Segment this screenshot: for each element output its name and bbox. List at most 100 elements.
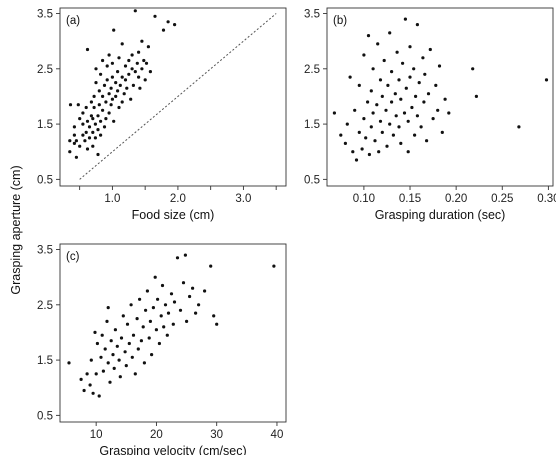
- data-point-a-58: [112, 119, 116, 123]
- data-point-a-13: [81, 111, 85, 115]
- data-point-a-32: [94, 67, 98, 71]
- data-point-a-34: [96, 128, 100, 132]
- panel-label-b: (b): [333, 15, 347, 27]
- data-point-b-54: [412, 67, 416, 71]
- data-point-b-56: [414, 94, 418, 98]
- data-point-c-26: [119, 336, 124, 340]
- data-point-b-68: [434, 83, 438, 87]
- data-point-c-66: [188, 294, 192, 299]
- data-point-c-74: [272, 264, 276, 268]
- data-point-a-33: [96, 152, 100, 157]
- data-point-a-90: [144, 61, 149, 65]
- data-point-c-35: [133, 372, 137, 376]
- data-point-a-2: [68, 103, 73, 107]
- data-point-b-29: [382, 58, 386, 63]
- data-point-a-64: [117, 105, 121, 110]
- data-point-a-54: [109, 86, 113, 90]
- data-point-c-73: [215, 322, 219, 326]
- data-point-c-62: [178, 308, 183, 312]
- data-point-a-44: [102, 125, 107, 129]
- x-tick-label-b-2: 0.20: [445, 193, 467, 205]
- data-point-b-45: [401, 61, 405, 65]
- data-point-a-31: [94, 81, 98, 85]
- data-point-b-49: [406, 150, 410, 154]
- data-point-b-25: [378, 119, 383, 123]
- data-point-b-47: [403, 17, 407, 21]
- data-point-c-14: [103, 347, 107, 351]
- data-point-c-29: [124, 364, 128, 368]
- data-point-a-51: [107, 92, 111, 96]
- data-point-b-62: [422, 100, 426, 104]
- data-point-c-20: [111, 353, 115, 357]
- data-point-a-71: [123, 78, 128, 82]
- data-point-c-34: [131, 333, 136, 337]
- data-point-c-9: [95, 341, 99, 346]
- data-point-a-72: [123, 64, 128, 68]
- data-point-a-79: [131, 83, 135, 87]
- data-point-a-78: [130, 53, 134, 57]
- data-point-b-18: [369, 89, 373, 93]
- data-point-b-4: [348, 75, 352, 79]
- x-tick-label-c-1: 20: [150, 429, 163, 441]
- data-point-a-67: [120, 100, 124, 104]
- data-point-b-35: [390, 100, 394, 104]
- data-point-b-40: [395, 50, 399, 54]
- data-point-c-57: [166, 311, 171, 315]
- plot-frame-c: [59, 243, 287, 423]
- data-point-a-19: [85, 47, 90, 52]
- data-point-b-73: [447, 111, 451, 115]
- data-point-a-91: [146, 45, 150, 49]
- panel-label-c: (c): [66, 251, 80, 263]
- data-point-a-43: [101, 58, 105, 63]
- data-point-a-60: [114, 94, 118, 98]
- data-point-b-36: [390, 70, 394, 74]
- x-tick-label-c-0: 10: [90, 429, 103, 441]
- data-point-a-29: [93, 136, 97, 140]
- data-point-a-41: [101, 108, 105, 112]
- data-point-a-10: [78, 117, 82, 121]
- data-point-c-25: [118, 375, 122, 379]
- data-point-a-96: [173, 23, 177, 27]
- panel-c: 0.5 1.5 2.5 3.5 10 20 30 40 Grasping velocity (c…: [37, 243, 287, 455]
- data-point-a-17: [85, 147, 90, 151]
- data-point-b-60: [419, 125, 423, 129]
- data-point-a-8: [76, 103, 80, 107]
- data-point-c-59: [171, 322, 175, 326]
- data-point-b-3: [345, 122, 349, 126]
- data-point-c-55: [163, 303, 168, 307]
- panel-label-a: (a): [66, 15, 80, 27]
- data-point-c-63: [181, 281, 186, 285]
- data-point-a-94: [161, 28, 166, 32]
- data-point-b-31: [385, 144, 389, 148]
- data-point-b-55: [413, 133, 417, 137]
- data-point-b-48: [404, 86, 408, 90]
- data-point-a-73: [125, 86, 129, 90]
- x-tick-label-b-3: 0.25: [491, 193, 513, 205]
- data-point-b-67: [431, 117, 435, 121]
- data-point-c-42: [144, 308, 148, 312]
- data-point-b-74: [471, 67, 475, 71]
- data-point-c-4: [88, 383, 92, 387]
- data-point-c-39: [139, 339, 143, 343]
- x-tick-label-c-3: 40: [271, 429, 284, 441]
- data-point-b-27: [380, 130, 384, 134]
- x-tick-label-c-2: 30: [210, 429, 223, 441]
- data-point-c-15: [105, 319, 109, 323]
- data-point-a-95: [166, 20, 170, 24]
- data-point-a-9: [78, 144, 82, 148]
- data-point-a-20: [87, 136, 92, 140]
- data-point-a-1: [68, 139, 72, 143]
- data-point-b-10: [360, 147, 364, 151]
- data-point-b-64: [425, 139, 429, 143]
- x-axis-label-b: Grasping duration (sec): [375, 208, 506, 222]
- plot-frame-b: [326, 7, 554, 187]
- y-tick-label-a-2: 2.5: [37, 64, 53, 76]
- data-point-b-34: [388, 31, 392, 35]
- data-point-a-16: [84, 105, 88, 110]
- y-tick-label-b-2: 2.5: [304, 64, 320, 76]
- data-point-c-65: [185, 319, 189, 323]
- data-point-c-17: [106, 306, 110, 310]
- data-point-c-6: [91, 391, 95, 395]
- data-point-a-61: [114, 81, 118, 85]
- data-point-b-66: [428, 47, 432, 52]
